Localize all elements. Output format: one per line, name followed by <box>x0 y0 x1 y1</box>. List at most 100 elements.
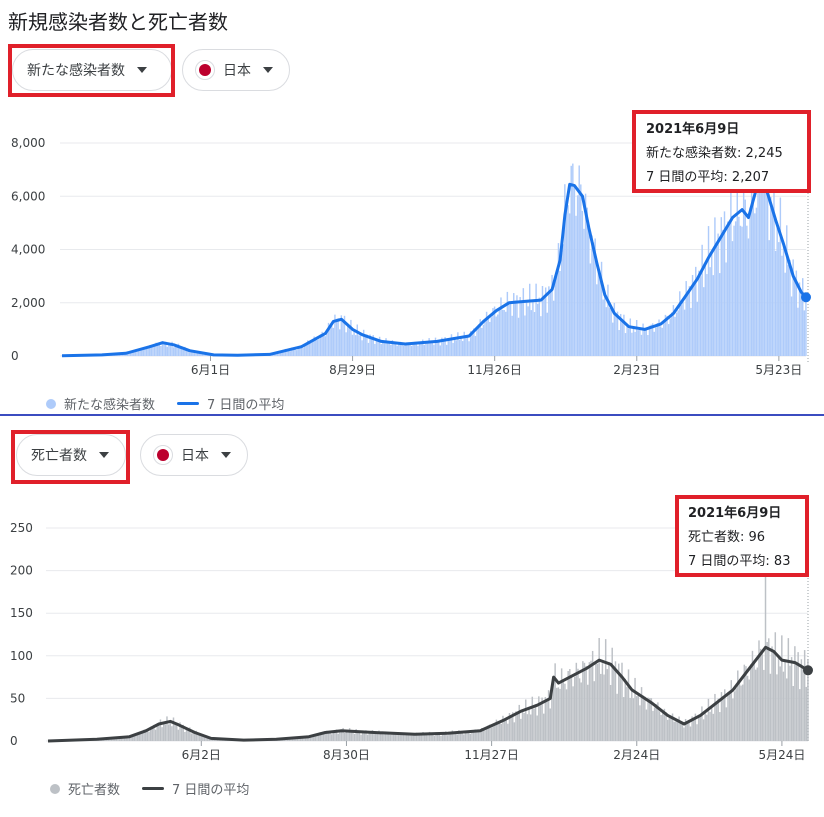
daily-bar <box>575 215 577 356</box>
daily-bar <box>575 662 578 741</box>
daily-bar <box>427 735 429 741</box>
daily-bar <box>516 712 519 741</box>
daily-bar <box>554 663 556 741</box>
daily-bar <box>595 662 597 741</box>
daily-bar <box>415 341 418 356</box>
daily-bar <box>321 331 323 356</box>
daily-bar <box>505 311 507 356</box>
daily-bar <box>640 687 643 741</box>
daily-bar <box>311 341 314 356</box>
daily-bar <box>412 342 414 356</box>
daily-bar <box>131 351 133 356</box>
daily-bar <box>402 345 405 356</box>
daily-bar <box>407 342 410 356</box>
daily-bar <box>789 259 791 356</box>
daily-bar <box>393 341 395 356</box>
daily-bar <box>557 687 560 741</box>
x-tick-label: 2月24日 <box>613 748 660 762</box>
daily-bar <box>596 663 599 741</box>
daily-bar <box>794 646 796 741</box>
daily-bar <box>602 299 604 356</box>
chevron-down-icon <box>137 67 147 73</box>
daily-bar <box>473 328 475 356</box>
daily-bar <box>123 737 126 741</box>
tooltip-daily-label: 死亡者数 <box>688 530 741 545</box>
daily-bar <box>350 319 352 356</box>
daily-bar <box>554 278 556 356</box>
daily-bar <box>332 327 335 356</box>
daily-bar <box>287 349 290 356</box>
daily-bar <box>383 343 386 356</box>
daily-bar <box>284 348 287 356</box>
region-select-cases[interactable]: 日本 <box>182 49 290 91</box>
legend-bar-swatch <box>46 398 56 409</box>
daily-bar <box>195 730 198 741</box>
daily-bar <box>535 283 537 356</box>
daily-bar <box>452 342 454 356</box>
daily-bar <box>439 345 442 356</box>
daily-bar <box>536 303 539 356</box>
daily-bar <box>450 334 453 356</box>
legend-line-label: 7 日間の平均 <box>172 783 250 798</box>
daily-bar <box>644 696 646 741</box>
daily-bar <box>541 285 544 356</box>
daily-bar <box>447 338 450 356</box>
tooltip-daily-row: 死亡者数: 96 <box>688 530 766 545</box>
daily-bar <box>289 351 291 356</box>
daily-bar <box>331 325 333 356</box>
daily-bar <box>690 307 692 356</box>
daily-bar <box>573 186 576 356</box>
daily-bar <box>389 734 392 741</box>
daily-bar <box>528 283 531 356</box>
daily-bar <box>319 732 322 741</box>
metric-select-cases[interactable]: 新たな感染者数 <box>12 49 172 91</box>
daily-bar <box>608 308 611 356</box>
daily-bar <box>192 351 194 356</box>
daily-bar <box>748 679 750 741</box>
daily-bar <box>539 703 542 741</box>
daily-bar <box>310 342 312 356</box>
daily-bar <box>530 310 533 356</box>
daily-bar <box>432 733 434 741</box>
daily-bar <box>417 735 419 741</box>
daily-bar <box>118 737 121 741</box>
daily-bar <box>410 735 413 741</box>
daily-bar <box>671 312 673 356</box>
daily-bar <box>704 711 706 741</box>
daily-bar <box>143 729 145 741</box>
daily-bar <box>359 333 362 356</box>
daily-bar <box>438 732 441 741</box>
daily-bar <box>490 727 493 741</box>
daily-bar <box>723 211 726 356</box>
metric-select-label: 新たな感染者数 <box>27 63 125 79</box>
daily-bar <box>600 261 603 356</box>
y-tick-label: 50 <box>10 691 25 705</box>
daily-bar <box>489 724 491 741</box>
daily-bar <box>607 284 609 356</box>
daily-bar <box>551 688 553 741</box>
daily-bar <box>769 673 772 741</box>
hover-point <box>801 292 811 303</box>
daily-bar <box>797 307 799 356</box>
daily-bar <box>674 316 676 356</box>
daily-bar <box>205 736 207 741</box>
daily-bar <box>503 309 505 356</box>
daily-bar <box>763 669 765 741</box>
daily-bar <box>642 323 644 356</box>
metric-select-deaths[interactable]: 死亡者数 <box>16 434 126 476</box>
daily-bar <box>337 318 339 356</box>
region-select-deaths[interactable]: 日本 <box>140 434 248 476</box>
daily-bar <box>474 335 477 356</box>
daily-bar <box>345 332 347 356</box>
section-divider <box>0 414 824 416</box>
daily-bar <box>420 734 423 741</box>
daily-bar <box>737 670 739 741</box>
deaths-legend: 死亡者数 7 日間の平均 <box>50 779 249 798</box>
daily-bar <box>711 251 713 356</box>
daily-bar <box>180 726 183 741</box>
daily-bar <box>146 730 149 741</box>
daily-bar <box>586 207 588 356</box>
daily-bar <box>784 272 786 356</box>
daily-bar <box>631 332 633 356</box>
daily-bar <box>347 732 349 741</box>
